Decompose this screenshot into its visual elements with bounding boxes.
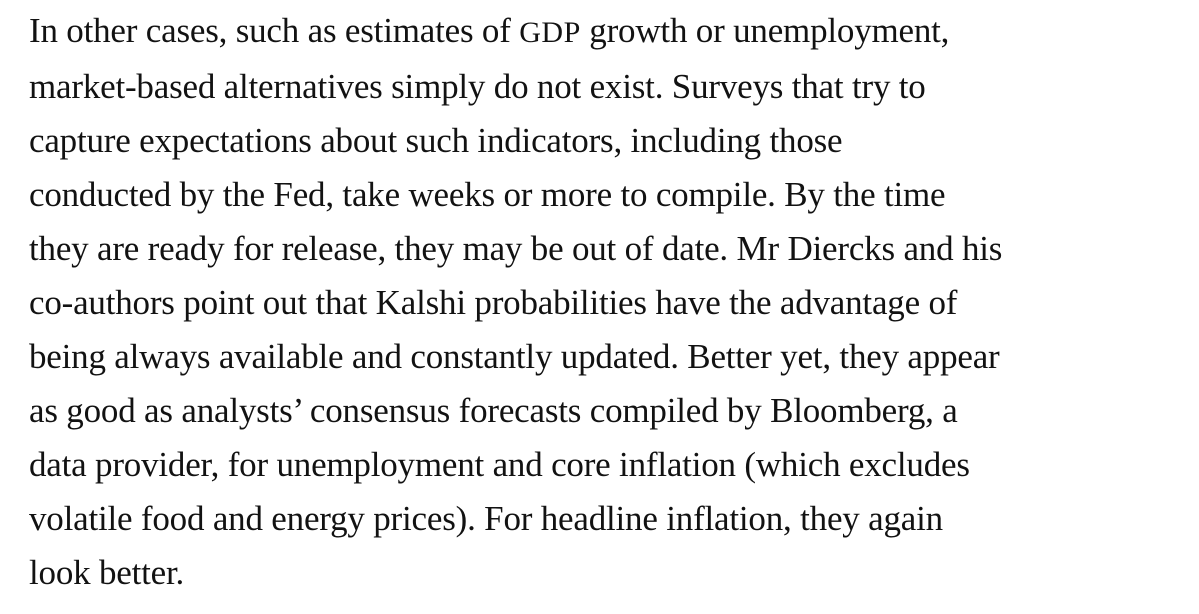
paragraph-line: market-based alternatives simply do not … (29, 67, 926, 106)
paragraph-line: being always available and constantly up… (29, 337, 1000, 376)
paragraph-line: as good as analysts’ consensus forecasts… (29, 391, 958, 430)
article-paragraph: In other cases, such as estimates of GDP… (29, 4, 1199, 600)
paragraph-line: volatile food and energy prices). For he… (29, 499, 943, 538)
paragraph-line: co-authors point out that Kalshi probabi… (29, 283, 958, 322)
gdp-abbreviation: GDP (519, 16, 581, 49)
paragraph-line: capture expectations about such indicato… (29, 121, 843, 160)
paragraph-line: look better. (29, 553, 185, 592)
paragraph-line: In other cases, such as estimates of GDP… (29, 11, 950, 50)
paragraph-line: conducted by the Fed, take weeks or more… (29, 175, 946, 214)
paragraph-line: data provider, for unemployment and core… (29, 445, 970, 484)
paragraph-line: they are ready for release, they may be … (29, 229, 1003, 268)
